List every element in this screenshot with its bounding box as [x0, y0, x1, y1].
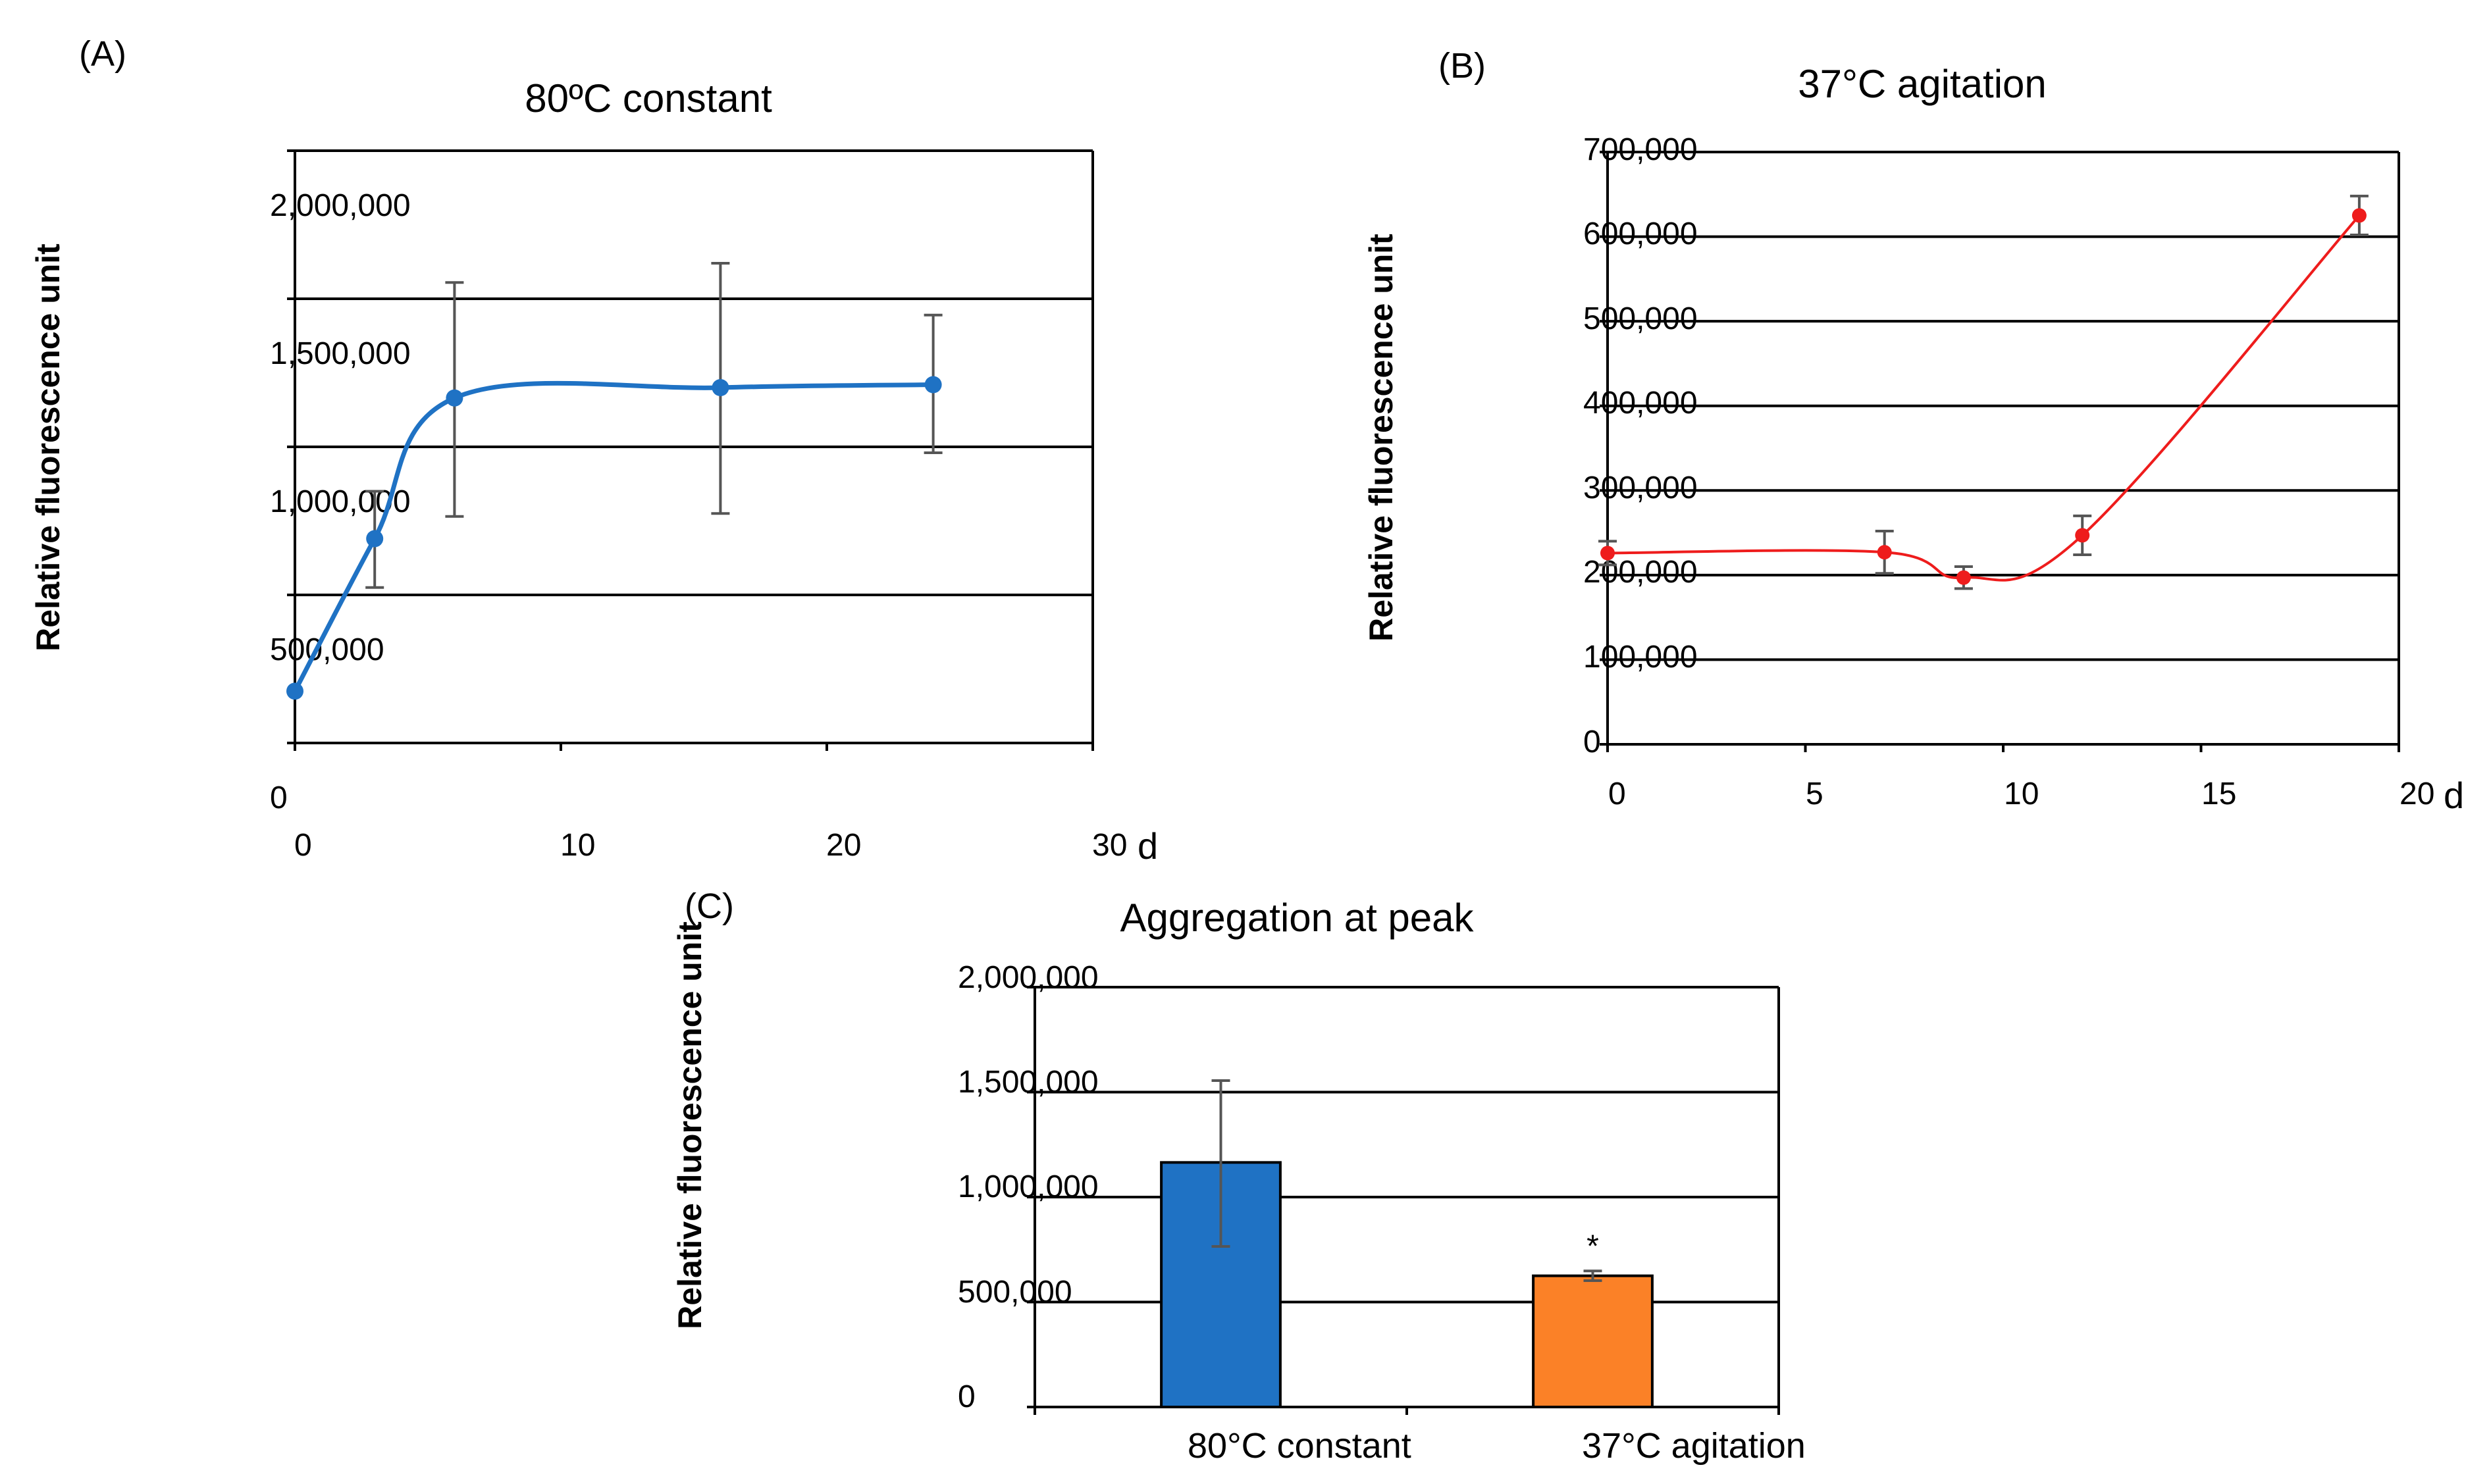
- chart-b-y-tick-7: 700,000: [1583, 132, 1698, 167]
- chart-b-data-point: [1956, 570, 1971, 585]
- chart-a-x-tick-0: 0: [294, 828, 312, 863]
- chart-c: (C) Aggregation at peak Relative fluores…: [671, 886, 1806, 1466]
- chart-b-data-point: [1600, 546, 1615, 561]
- chart-b-y-tick-1: 100,000: [1583, 640, 1698, 675]
- chart-a-x-axis-label: d: [1138, 825, 1158, 867]
- chart-c-panel-label: (C): [685, 886, 734, 926]
- chart-a-series-line: [292, 380, 933, 692]
- chart-c-y-tick-4: 2,000,000: [958, 960, 1099, 995]
- chart-c-y-axis-label: Relative fluorescence unit: [671, 921, 708, 1329]
- chart-a-y-tick-4: 2,000,000: [270, 188, 411, 223]
- chart-c-category-label-0: 80°C constant: [1188, 1426, 1411, 1466]
- chart-c-y-tick-0: 0: [958, 1379, 976, 1414]
- chart-b-data-point: [1877, 545, 1892, 560]
- chart-b-y-axis-label: Relative fluorescence unit: [1363, 234, 1400, 642]
- chart-a-data-point: [924, 376, 942, 394]
- chart-a-y-axis-label: Relative fluorescence unit: [30, 243, 66, 652]
- chart-a-x-tick-2: 20: [826, 828, 861, 863]
- chart-b-data-point: [2351, 208, 2367, 223]
- chart-b-data-point: [2075, 528, 2090, 543]
- chart-a-data-point: [446, 389, 463, 407]
- chart-a-data-point: [286, 682, 303, 700]
- chart-a-panel-label: (A): [79, 34, 126, 74]
- chart-a: (A) 80ºC constant Relative fluorescence …: [30, 34, 1158, 867]
- chart-c-y-tick-3: 1,500,000: [958, 1065, 1099, 1100]
- chart-b-y-tick-4: 400,000: [1583, 386, 1698, 421]
- chart-a-title: 80ºC constant: [525, 76, 772, 120]
- chart-b-x-tick-4: 20: [2399, 777, 2434, 811]
- chart-b-y-tick-2: 200,000: [1583, 555, 1698, 590]
- chart-b-y-tick-5: 500,000: [1583, 301, 1698, 336]
- chart-b-x-axis-label: d: [2444, 775, 2464, 816]
- chart-b-x-tick-3: 15: [2201, 777, 2236, 811]
- chart-a-x-tick-1: 10: [560, 828, 595, 863]
- chart-a-y-tick-3: 1,500,000: [270, 336, 411, 371]
- chart-b-x-tick-2: 10: [2004, 777, 2039, 811]
- chart-b-panel-label: (B): [1438, 46, 1486, 86]
- chart-b-y-tick-6: 600,000: [1583, 217, 1698, 251]
- chart-b-x-tick-1: 5: [1806, 777, 1823, 811]
- chart-b-x-tick-0: 0: [1608, 777, 1626, 811]
- chart-c-category-label-1: 37°C agitation: [1582, 1426, 1806, 1466]
- chart-a-y-tick-1: 500,000: [270, 632, 384, 667]
- chart-b: (B) 37°C agitation Relative fluorescence…: [1363, 46, 2464, 816]
- chart-c-title: Aggregation at peak: [1120, 896, 1474, 940]
- chart-b-y-tick-3: 300,000: [1583, 471, 1698, 505]
- chart-b-y-tick-0: 0: [1583, 725, 1601, 759]
- chart-b-series-line: [1607, 215, 2361, 582]
- chart-a-data-point: [712, 379, 729, 396]
- chart-c-y-tick-1: 500,000: [958, 1275, 1072, 1310]
- chart-a-x-tick-3: 30: [1092, 828, 1127, 863]
- chart-c-bar: [1532, 1274, 1654, 1408]
- chart-b-title: 37°C agitation: [1798, 62, 2047, 106]
- chart-a-y-tick-0: 0: [270, 780, 288, 815]
- chart-c-y-tick-2: 1,000,000: [958, 1169, 1099, 1204]
- chart-c-significance-marker: *: [1586, 1229, 1599, 1264]
- chart-a-data-point: [366, 530, 384, 548]
